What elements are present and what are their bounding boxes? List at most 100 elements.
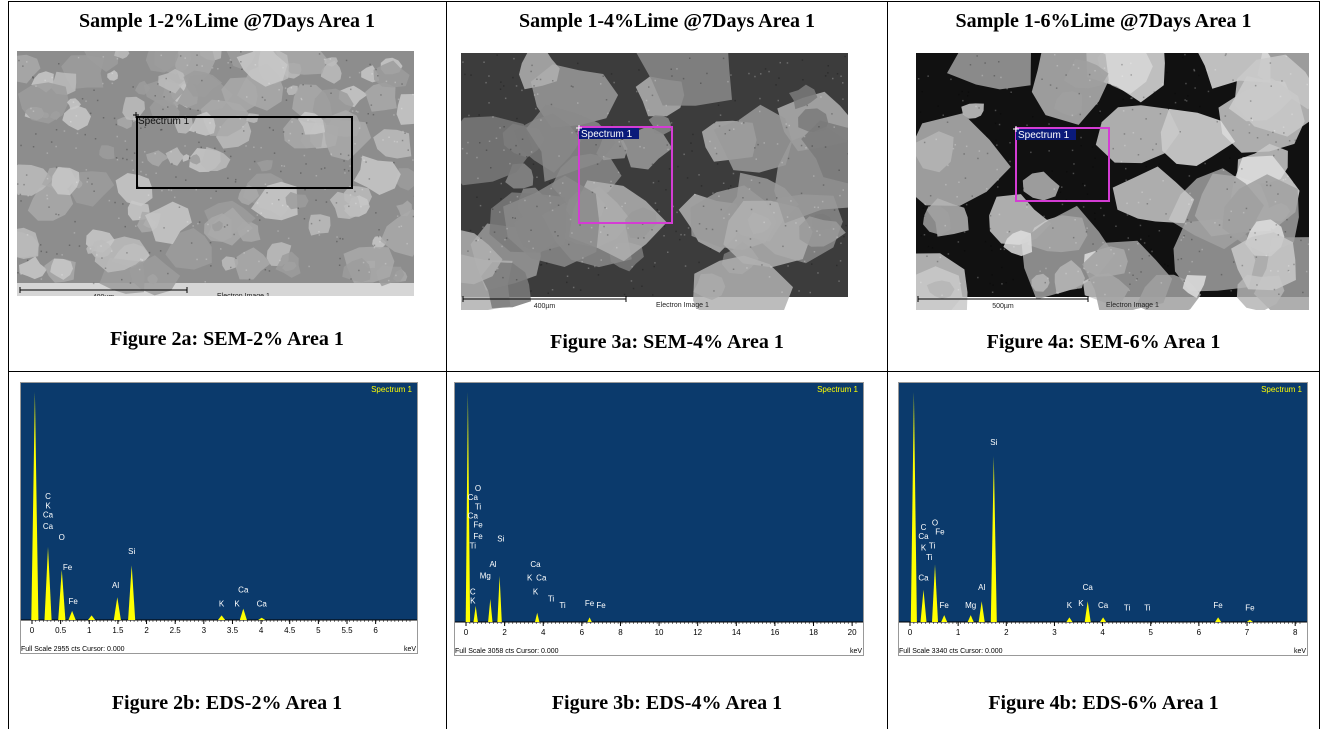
sem-speckle [657, 180, 660, 182]
sem-speckle [800, 144, 803, 147]
sem-speckle [1119, 265, 1122, 267]
sem-speckle [1065, 199, 1068, 201]
eds-peak [587, 617, 592, 622]
sem-speckle [288, 139, 290, 142]
sem-speckle [169, 91, 171, 93]
sem-speckle [1265, 181, 1268, 183]
eds-element-label: K [45, 501, 51, 510]
sem-speckle [46, 177, 49, 180]
sem-speckle [1103, 214, 1105, 217]
sem-particle [17, 164, 53, 196]
sem-speckle [798, 290, 800, 292]
sem-speckle [1189, 192, 1191, 195]
sem-speckle [1305, 270, 1308, 273]
eds-element-label: Al [112, 581, 119, 590]
sem-speckle [1191, 238, 1193, 241]
sem-speckle [1274, 201, 1277, 203]
sem-speckle [32, 77, 34, 79]
sem-speckle [691, 150, 693, 152]
sem-speckle [1077, 67, 1080, 69]
sem-speckle [230, 266, 232, 269]
sem-speckle [1014, 195, 1016, 197]
sem-speckle [493, 231, 496, 233]
sem-speckle [579, 224, 581, 226]
sem-speckle [74, 220, 76, 223]
sem-speckle [175, 176, 177, 178]
eds-peak [932, 564, 938, 622]
sem-speckle [610, 180, 612, 183]
sem-speckle [330, 153, 332, 155]
sample-title: Sample 1-2%Lime @7Days Area 1 [79, 10, 375, 32]
sem-speckle [1293, 181, 1295, 184]
sem-speckle [1151, 250, 1153, 253]
sem-speckle [600, 259, 602, 261]
sem-speckle [652, 294, 654, 296]
sem-speckle [675, 230, 677, 233]
sem-particle [396, 94, 414, 125]
sem-speckle [1291, 113, 1293, 116]
sem-speckle [641, 285, 643, 287]
sem-speckle [536, 93, 539, 95]
sem-speckle [516, 117, 518, 120]
eds-unit-label: keV [850, 648, 862, 655]
sem-speckle [1284, 231, 1287, 233]
eds-element-label: K [1078, 599, 1084, 608]
sem-speckle [836, 264, 838, 267]
sem-speckle [365, 161, 367, 163]
sem-speckle [116, 135, 118, 138]
sem-speckle [677, 165, 679, 168]
sem-speckle [754, 147, 756, 149]
sem-speckle [349, 194, 352, 196]
sem-speckle [1152, 148, 1154, 151]
eds-peak [1100, 617, 1107, 622]
sem-speckle [315, 175, 318, 177]
sem-speckle [280, 170, 282, 173]
sem-speckle [824, 146, 827, 148]
sem-speckle [373, 246, 376, 249]
sem-speckle [345, 59, 348, 62]
sem-speckle [186, 64, 189, 67]
sem-speckle [528, 240, 530, 243]
sem-particle [365, 82, 397, 112]
sem-speckle [148, 251, 151, 254]
sem-micrograph: Spectrum 1 400µm Electron Image 1 [17, 51, 414, 296]
sem-speckle [503, 126, 505, 128]
sem-speckle [172, 120, 174, 122]
sem-particle [373, 60, 410, 88]
sem-speckle [1003, 248, 1006, 251]
sem-speckle [957, 241, 960, 243]
sem-speckle [803, 260, 806, 263]
sem-speckle [154, 152, 156, 155]
sem-speckle [361, 188, 364, 191]
eds-spectrum-label: Spectrum 1 [371, 385, 412, 394]
sem-speckle [1139, 224, 1142, 227]
eds-peak [1084, 601, 1091, 622]
sem-speckle [996, 168, 998, 171]
eds-tick-label: 18 [809, 628, 818, 637]
sem-speckle [521, 89, 523, 92]
sem-speckle [539, 78, 542, 81]
sem-speckle [461, 147, 464, 150]
sem-speckle [247, 230, 249, 232]
sem-speckle [665, 104, 667, 107]
sem-speckle [1214, 222, 1216, 224]
sem-speckle [549, 202, 552, 204]
sem-speckle [379, 241, 381, 243]
sem-speckle [272, 129, 274, 131]
sem-speckle [307, 119, 309, 121]
sem-speckle [1057, 292, 1059, 294]
sem-speckle [304, 189, 306, 191]
sem-speckle [713, 290, 715, 292]
sem-speckle [30, 107, 32, 110]
sem-speckle [1078, 92, 1080, 95]
sem-speckle [240, 51, 242, 53]
sem-speckle [279, 259, 281, 262]
sem-speckle [1102, 241, 1104, 244]
sem-speckle [1286, 218, 1288, 221]
eds-plot-background [20, 382, 418, 620]
eds-peak [113, 597, 121, 620]
sem-speckle [188, 157, 191, 159]
sem-speckle [1130, 62, 1132, 65]
sem-speckle [536, 78, 538, 80]
